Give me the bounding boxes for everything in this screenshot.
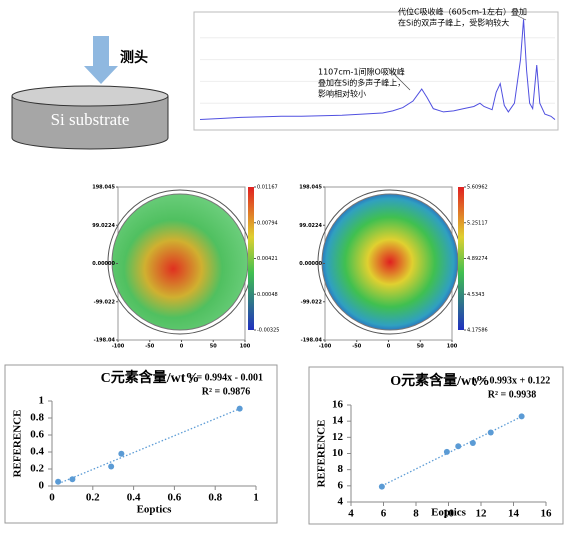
wafer-map xyxy=(321,193,459,331)
data-point xyxy=(69,476,76,483)
annotation-text: 影响相对较小 xyxy=(318,89,366,99)
chart-title: O元素含量/wt% xyxy=(390,372,490,389)
y-axis-label: REFERENCE xyxy=(316,420,328,488)
x-tick-label: -50 xyxy=(352,344,362,350)
chart-frame xyxy=(4,364,278,524)
y-tick-label: -198.04 xyxy=(94,338,116,344)
x-tick-label: -100 xyxy=(319,344,332,350)
annotation-text: 在Si的双声子峰上，受影响较大 xyxy=(398,18,509,28)
data-point xyxy=(118,450,125,457)
data-point xyxy=(487,429,494,436)
x-tick-label: 0.8 xyxy=(208,492,222,504)
x-axis-label: Eoptics xyxy=(137,504,173,516)
x-tick-label: 0.4 xyxy=(127,492,141,504)
x-tick-label: 0 xyxy=(180,344,184,350)
annotation-text: 叠加在Si的多声子峰上， xyxy=(318,78,405,88)
y-tick-label: 4 xyxy=(338,496,344,508)
substrate-body xyxy=(11,96,169,150)
data-point xyxy=(518,413,525,420)
x-tick-label: 50 xyxy=(417,344,424,350)
y-tick-label: 0.2 xyxy=(30,463,44,475)
y-tick-label: -99.022 xyxy=(94,299,116,305)
x-tick-label: 8 xyxy=(413,508,419,520)
substrate-top xyxy=(11,85,169,107)
x-tick-label: 16 xyxy=(541,508,553,520)
y-tick-label: 99.0224 xyxy=(92,223,115,229)
y-tick-label: 198.045 xyxy=(92,185,115,191)
data-point xyxy=(55,478,62,485)
colorbar-tick-label: 0.00794 xyxy=(257,220,278,226)
y-tick-label: 0.00000 xyxy=(299,261,322,267)
y-tick-label: 12 xyxy=(332,431,344,443)
colorbar-tick-label: 0.01167 xyxy=(257,185,278,191)
x-axis-label: Eoptics xyxy=(431,507,467,519)
chart-title: C元素含量/wt% xyxy=(101,369,200,386)
probe-arrow xyxy=(84,36,118,84)
y-tick-label: 0 xyxy=(39,480,45,492)
x-tick-label: 6 xyxy=(381,508,387,520)
trendline xyxy=(381,415,522,487)
annotation-text: 代位C吸收峰（605cm-1左右）叠加 xyxy=(398,7,527,17)
colorbar-tick-label: 0.00048 xyxy=(257,292,278,298)
y-tick-label: 0.00000 xyxy=(92,261,115,267)
y-axis-label: REFERENCE xyxy=(12,410,24,478)
equation: y = 0.994x - 0.001 xyxy=(189,372,263,383)
data-point xyxy=(108,463,115,470)
y-tick-label: 0.6 xyxy=(30,429,44,441)
x-tick-label: 10 xyxy=(443,508,455,520)
x-tick-label: 14 xyxy=(508,508,520,520)
colorbar xyxy=(458,187,464,330)
x-tick-label: -50 xyxy=(145,344,155,350)
y-tick-label: 14 xyxy=(332,415,344,427)
colorbar-tick-label: 4.89274 xyxy=(467,256,488,262)
data-point xyxy=(455,443,462,450)
y-tick-label: -99.022 xyxy=(301,299,323,305)
x-tick-label: 0 xyxy=(49,492,55,504)
annotation-text: 1107cm-1间隙O吸收峰 xyxy=(318,67,405,77)
colorbar-tick-label: 5.25117 xyxy=(467,220,488,226)
x-tick-label: 100 xyxy=(447,344,458,350)
x-tick-label: 0.2 xyxy=(86,492,100,504)
colorbar-tick-label: -0.00325 xyxy=(257,328,279,334)
colorbar-tick-label: 5.60962 xyxy=(467,185,488,191)
y-tick-label: 198.045 xyxy=(299,185,322,191)
x-tick-label: 4 xyxy=(348,508,354,520)
data-point xyxy=(378,483,385,490)
equation: y = 0.993x + 0.122 xyxy=(474,375,550,386)
colorbar xyxy=(248,187,254,330)
x-tick-label: -100 xyxy=(112,344,125,350)
y-tick-label: 1 xyxy=(39,395,45,407)
y-tick-label: 16 xyxy=(332,399,344,411)
x-tick-label: 1 xyxy=(253,492,259,504)
data-point xyxy=(443,448,450,455)
colorbar-tick-label: 4.5343 xyxy=(467,292,485,298)
y-tick-label: 0.8 xyxy=(30,412,44,424)
x-tick-label: 0.6 xyxy=(168,492,182,504)
colorbar-tick-label: 4.17586 xyxy=(467,328,488,334)
r-squared: R² = 0.9876 xyxy=(202,386,250,397)
x-tick-label: 100 xyxy=(240,344,251,350)
y-tick-label: 0.4 xyxy=(30,446,44,458)
y-tick-label: -198.04 xyxy=(301,338,323,344)
spectrum-line xyxy=(199,19,556,121)
annotation-arrow xyxy=(517,15,527,21)
y-tick-label: 6 xyxy=(338,479,344,491)
annotation-arrow xyxy=(387,67,411,91)
chart-frame xyxy=(193,11,559,131)
substrate-label: Si substrate xyxy=(51,110,130,129)
y-tick-label: 8 xyxy=(338,463,344,475)
trendline xyxy=(57,408,240,485)
y-tick-label: 99.0224 xyxy=(299,223,322,229)
r-squared: R² = 0.9938 xyxy=(488,389,536,400)
data-point xyxy=(236,405,243,412)
wafer-map xyxy=(111,193,249,331)
colorbar-tick-label: 0.00421 xyxy=(257,256,278,262)
x-tick-label: 50 xyxy=(210,344,217,350)
y-tick-label: 10 xyxy=(332,447,344,459)
probe-label: 测头 xyxy=(120,49,148,66)
data-point xyxy=(469,439,476,446)
x-tick-label: 0 xyxy=(387,344,391,350)
x-tick-label: 12 xyxy=(476,508,488,520)
